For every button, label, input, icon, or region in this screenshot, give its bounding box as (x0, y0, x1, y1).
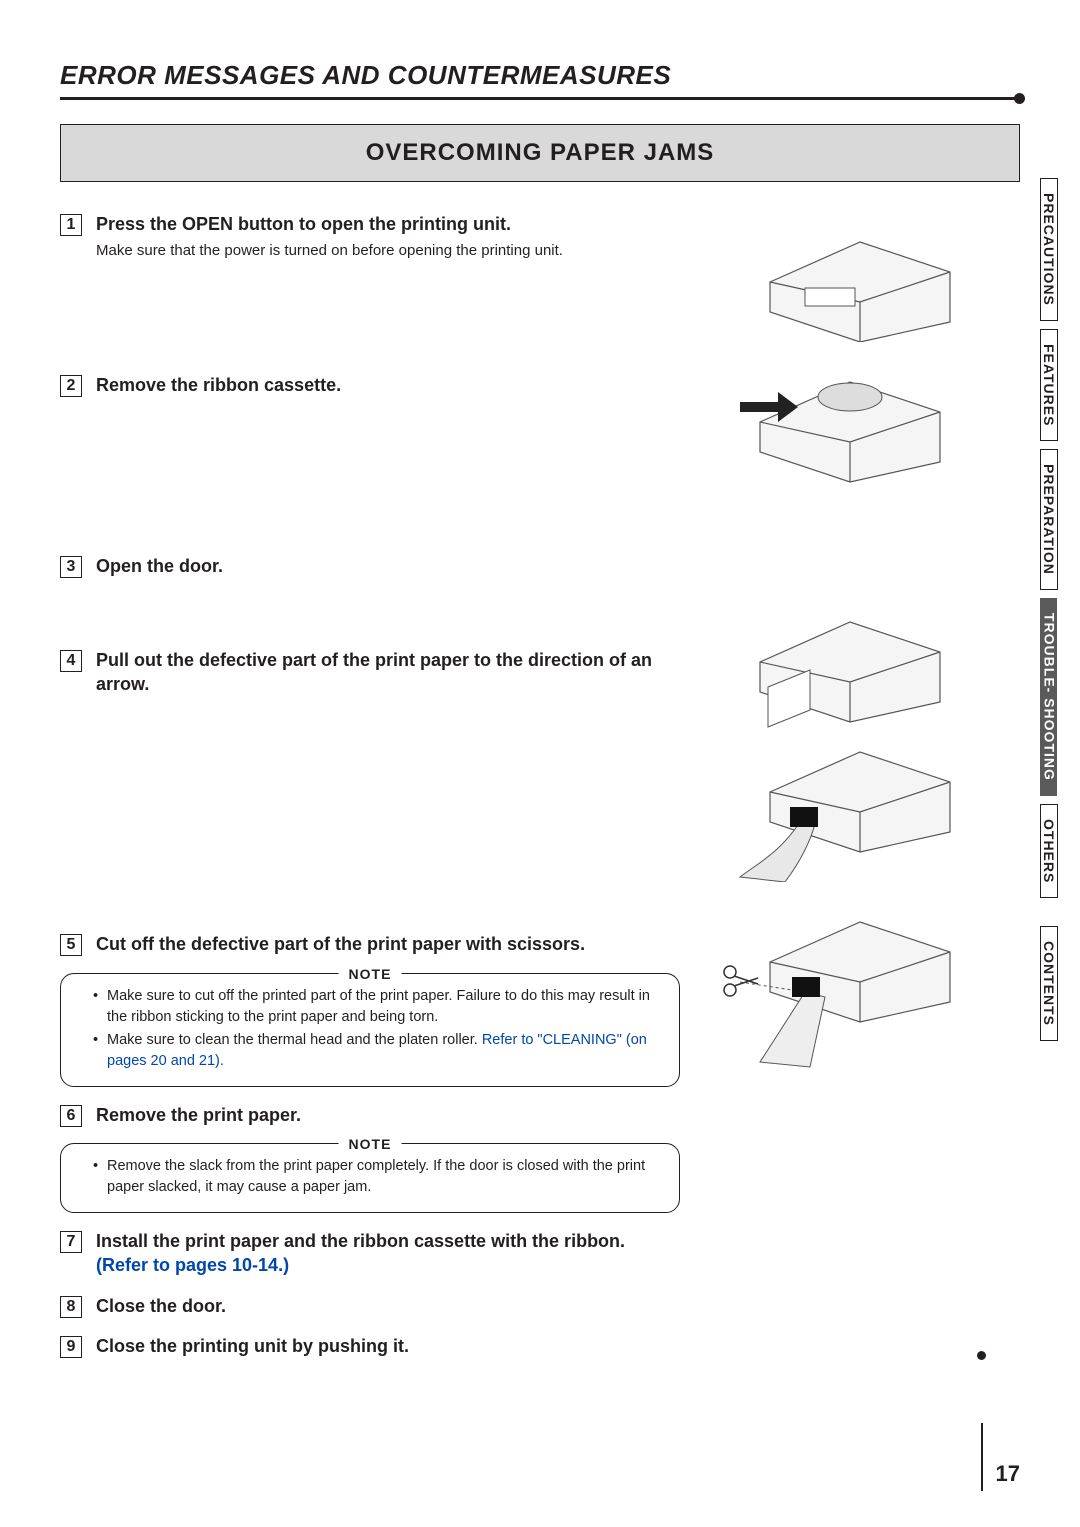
illustration-4 (730, 712, 960, 882)
section-header: OVERCOMING PAPER JAMS (60, 124, 1020, 182)
tab-troubleshooting[interactable]: TROUBLE- SHOOTING (1040, 598, 1057, 796)
step-title: Remove the print paper. (96, 1103, 680, 1127)
step-5: 5 Cut off the defective part of the prin… (60, 932, 680, 956)
step-3: 3 Open the door. (60, 554, 680, 578)
step-title: Remove the ribbon cassette. (96, 373, 680, 397)
content-area: 1 Press the OPEN button to open the prin… (60, 212, 1020, 1358)
tab-precautions[interactable]: PRECAUTIONS (1040, 178, 1058, 321)
note-box-1: NOTE Make sure to cut off the printed pa… (60, 973, 680, 1087)
step-number: 3 (60, 556, 82, 578)
step-number: 1 (60, 214, 82, 236)
side-tabs: PRECAUTIONS FEATURES PREPARATION TROUBLE… (1040, 178, 1080, 1049)
note-item: Remove the slack from the print paper co… (93, 1156, 661, 1198)
step-number: 8 (60, 1296, 82, 1318)
tab-others[interactable]: OTHERS (1040, 804, 1058, 898)
tab-preparation[interactable]: PREPARATION (1040, 449, 1058, 590)
step-title: Pull out the defective part of the print… (96, 648, 680, 697)
page-title: ERROR MESSAGES AND COUNTERMEASURES (60, 60, 1020, 100)
step-title: Press the OPEN button to open the printi… (96, 212, 680, 236)
step-title: Install the print paper and the ribbon c… (96, 1229, 680, 1278)
step-subtext: Make sure that the power is turned on be… (96, 240, 680, 261)
illustration-1 (750, 212, 960, 342)
steps-list: 1 Press the OPEN button to open the prin… (60, 212, 680, 1358)
step-2: 2 Remove the ribbon cassette. (60, 373, 680, 397)
illustration-5 (710, 872, 960, 1072)
step-number: 6 (60, 1105, 82, 1127)
step-1: 1 Press the OPEN button to open the prin… (60, 212, 680, 261)
step-title: Close the door. (96, 1294, 680, 1318)
tab-features[interactable]: FEATURES (1040, 329, 1058, 441)
pages-link[interactable]: (Refer to pages 10-14.) (96, 1255, 289, 1275)
note-item: Make sure to clean the thermal head and … (93, 1030, 661, 1072)
note-label: NOTE (339, 1134, 402, 1154)
step-9: 9 Close the printing unit by pushing it. (60, 1334, 680, 1358)
tab-contents[interactable]: CONTENTS (1040, 926, 1058, 1041)
step-number: 2 (60, 375, 82, 397)
step-number: 4 (60, 650, 82, 672)
note-label: NOTE (339, 964, 402, 984)
page-number: 17 (981, 1419, 1020, 1487)
step-number: 7 (60, 1231, 82, 1253)
step-title: Open the door. (96, 554, 680, 578)
illustration-3 (730, 582, 960, 732)
note-item: Make sure to cut off the printed part of… (93, 986, 661, 1028)
step-number: 9 (60, 1336, 82, 1358)
step-4: 4 Pull out the defective part of the pri… (60, 648, 680, 697)
step-title: Close the printing unit by pushing it. (96, 1334, 680, 1358)
step-6: 6 Remove the print paper. (60, 1103, 680, 1127)
step-7: 7 Install the print paper and the ribbon… (60, 1229, 680, 1278)
step-number: 5 (60, 934, 82, 956)
step-8: 8 Close the door. (60, 1294, 680, 1318)
step-title: Cut off the defective part of the print … (96, 932, 680, 956)
illustration-2 (730, 342, 960, 492)
note-box-2: NOTE Remove the slack from the print pap… (60, 1143, 680, 1213)
